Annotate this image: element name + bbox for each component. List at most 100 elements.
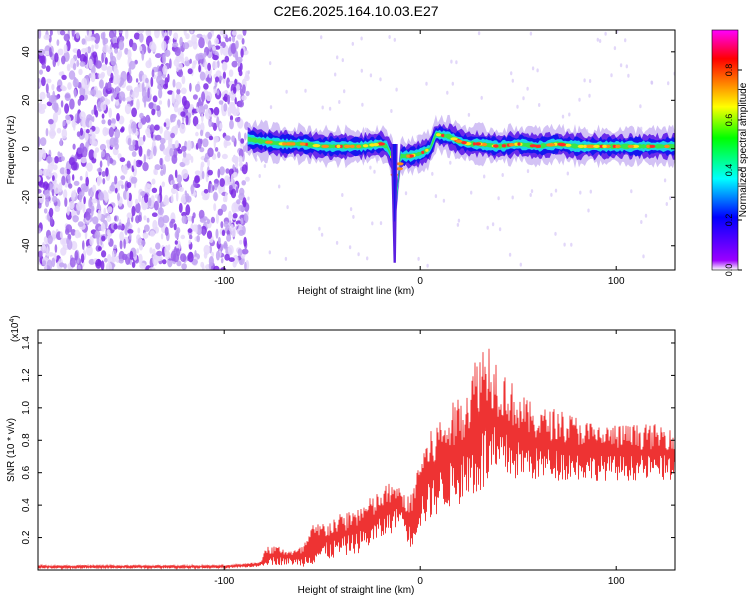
faint-dot [348, 245, 352, 250]
noise-blob [174, 140, 179, 149]
noise-blob [139, 73, 143, 83]
snr-multiplier-base: (x10 [10, 322, 21, 342]
spectrogram-x-tick-label: 0 [417, 276, 423, 287]
noise-blob [181, 145, 187, 152]
noise-blob [145, 77, 149, 84]
ridge-hotspot [631, 144, 640, 148]
noise-blob [242, 197, 247, 208]
noise-blob [231, 202, 238, 214]
noise-blob [85, 128, 90, 134]
faint-dot [341, 58, 344, 63]
noise-blob [158, 88, 163, 99]
ridge-hotspot [312, 144, 321, 148]
noise-blob [146, 148, 151, 157]
ridge-hotspot [282, 142, 287, 146]
ridge-hotspot [336, 144, 341, 148]
noise-blob [150, 76, 154, 88]
noise-blob [170, 218, 176, 224]
noise-blob [104, 97, 108, 103]
noise-blob [183, 100, 190, 110]
noise-blob [59, 137, 63, 147]
noise-blob [245, 176, 250, 182]
noise-blob [138, 253, 143, 265]
faint-dot [483, 174, 486, 179]
noise-blob [170, 113, 177, 119]
faint-dot [351, 41, 354, 46]
ridge-hotspot [664, 144, 669, 148]
noise-blob [137, 30, 144, 34]
faint-dot [334, 72, 337, 77]
noise-blob [203, 51, 207, 58]
faint-dot [579, 190, 582, 195]
noise-blob [227, 94, 231, 105]
noise-blob [106, 65, 113, 77]
faint-dot [366, 256, 369, 261]
spectrogram-y-tick-label: 20 [21, 94, 32, 106]
noise-blob [53, 183, 60, 194]
ridge-hotspot [343, 144, 351, 148]
noise-blob [69, 98, 75, 110]
noise-blob [118, 49, 123, 58]
noise-blob [38, 182, 46, 188]
noise-blob [118, 30, 123, 34]
noise-blob [125, 30, 129, 40]
noise-blob [241, 38, 245, 45]
noise-blob [203, 83, 209, 90]
noise-blob [91, 109, 94, 115]
noise-blob [185, 33, 190, 40]
noise-blob [46, 259, 53, 270]
noise-blob [203, 189, 209, 194]
ridge-hotspot [517, 142, 521, 146]
noise-blob [221, 229, 226, 236]
noise-blob [93, 150, 97, 159]
faint-dot [349, 207, 353, 212]
noise-blob [88, 197, 93, 209]
noise-blob [190, 30, 194, 34]
noise-blob [164, 226, 169, 236]
faint-dot [361, 102, 364, 107]
ridge-hotspot [356, 144, 362, 148]
noise-blob [90, 207, 94, 217]
colorbar-tick-label: 0.0 [724, 264, 734, 277]
noise-blob [180, 253, 187, 262]
noise-blob [173, 101, 179, 113]
noise-blob [231, 30, 237, 36]
noise-blob [197, 138, 202, 149]
noise-blob [104, 193, 109, 203]
noise-blob [232, 213, 238, 219]
noise-blob [115, 86, 120, 94]
noise-blob [150, 195, 155, 205]
noise-blob [180, 111, 186, 117]
noise-blob [43, 34, 50, 40]
noise-blob [126, 190, 130, 201]
figure-title: C2E6.2025.164.10.03.E27 [273, 3, 438, 19]
faint-dot [610, 73, 613, 78]
noise-blob [219, 75, 223, 81]
noise-blob [102, 35, 106, 46]
noise-blob [171, 187, 177, 195]
snr-y-tick-label: 0.4 [21, 498, 32, 512]
faint-dot [258, 174, 261, 178]
noise-blob [46, 246, 49, 257]
noise-blob [222, 71, 226, 79]
noise-blob [64, 197, 68, 207]
noise-blob [240, 48, 244, 58]
noise-blob [109, 137, 116, 148]
noise-blob [44, 189, 50, 198]
noise-blob [79, 95, 85, 101]
noise-blob [126, 182, 132, 189]
noise-blob [109, 52, 114, 61]
noise-blob [153, 200, 159, 211]
noise-blob [77, 147, 83, 155]
ridge-spike-core [392, 143, 397, 222]
noise-blob [189, 234, 193, 240]
faint-dot [604, 31, 607, 36]
snr-y-tick-label: 0.2 [21, 530, 32, 544]
noise-blob [138, 33, 144, 43]
noise-blob [138, 45, 143, 52]
noise-blob [206, 230, 213, 239]
faint-dot [269, 105, 273, 110]
noise-blob [79, 127, 84, 136]
snr-x-tick-label: 0 [417, 576, 423, 587]
faint-dot [341, 193, 344, 197]
